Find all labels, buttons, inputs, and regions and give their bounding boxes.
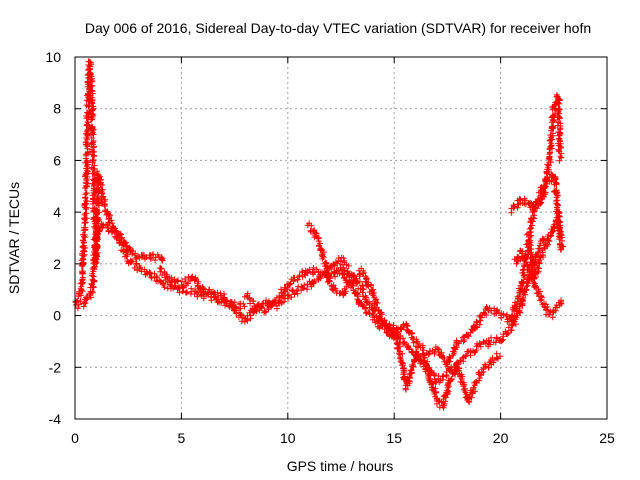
y-tick-label: 0	[53, 308, 61, 324]
x-tick-label: 0	[71, 430, 79, 446]
x-tick-label: 20	[493, 430, 509, 446]
data-point-markers	[304, 171, 565, 370]
x-tick-label: 5	[178, 430, 186, 446]
x-axis-ticks: 0 5 10 15 20 25	[71, 57, 615, 446]
series-track-8	[523, 213, 567, 282]
series-track-6	[508, 91, 565, 216]
data-point-markers	[241, 254, 503, 411]
series-track-5	[304, 171, 565, 370]
chart-title: Day 006 of 2016, Sidereal Day-to-day VTE…	[85, 20, 591, 36]
x-tick-label: 25	[599, 430, 615, 446]
series-track-4	[241, 254, 503, 411]
y-tick-label: 2	[53, 256, 61, 272]
y-axis-label: SDTVAR / TECUs	[6, 182, 22, 294]
y-tick-label: -2	[49, 359, 62, 375]
data-point-markers	[523, 213, 567, 282]
x-tick-label: 10	[280, 430, 296, 446]
plot-frame	[74, 56, 608, 420]
data-point-markers	[508, 91, 565, 216]
data-points	[72, 58, 567, 411]
y-tick-label: 4	[53, 204, 61, 220]
x-axis-label: GPS time / hours	[287, 458, 394, 474]
y-tick-label: 8	[53, 101, 61, 117]
y-tick-label: -4	[49, 411, 62, 427]
x-tick-label: 15	[386, 430, 402, 446]
y-tick-label: 10	[45, 49, 61, 65]
y-tick-label: 6	[53, 152, 61, 168]
y-axis-ticks: -4 -2 0 2 4 6 8 10	[45, 49, 607, 427]
series-track-2	[74, 220, 166, 312]
data-point-markers	[74, 220, 166, 312]
grid	[75, 57, 607, 419]
